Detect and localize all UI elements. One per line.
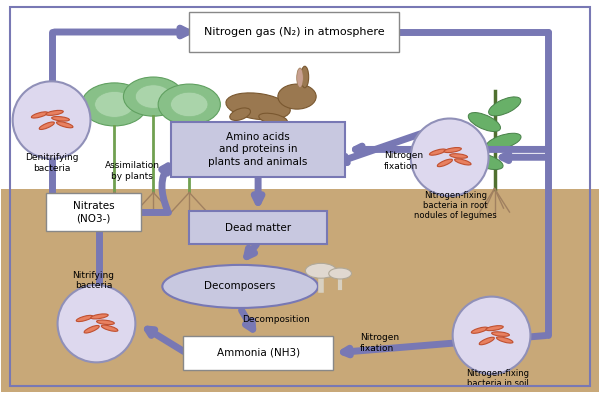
FancyBboxPatch shape: [1, 189, 599, 392]
Ellipse shape: [52, 117, 70, 121]
Ellipse shape: [455, 159, 471, 165]
Ellipse shape: [450, 154, 467, 158]
Ellipse shape: [488, 97, 521, 116]
Text: Nitrifying
bacteria: Nitrifying bacteria: [73, 271, 115, 290]
Text: Nitrogen gas (N₂) in atmosphere: Nitrogen gas (N₂) in atmosphere: [204, 27, 385, 37]
Circle shape: [136, 85, 171, 108]
Ellipse shape: [58, 285, 136, 362]
Circle shape: [170, 92, 208, 117]
Ellipse shape: [259, 113, 287, 125]
Ellipse shape: [329, 268, 352, 279]
Text: Denitrifying
bacteria: Denitrifying bacteria: [25, 153, 79, 173]
Ellipse shape: [411, 119, 488, 196]
FancyBboxPatch shape: [189, 211, 327, 244]
Text: Nitrates
(NO3-): Nitrates (NO3-): [73, 201, 114, 223]
Ellipse shape: [430, 149, 446, 155]
Text: Nitrogen
fixation: Nitrogen fixation: [360, 333, 399, 353]
Ellipse shape: [56, 122, 73, 128]
Ellipse shape: [444, 148, 461, 152]
Ellipse shape: [491, 332, 509, 336]
Ellipse shape: [91, 314, 108, 319]
Text: Ammonia (NH3): Ammonia (NH3): [217, 348, 299, 358]
Ellipse shape: [230, 108, 250, 121]
Ellipse shape: [163, 265, 318, 308]
Text: Dead matter: Dead matter: [225, 223, 291, 233]
Ellipse shape: [46, 110, 63, 115]
Text: Amino acids
and proteins in
plants and animals: Amino acids and proteins in plants and a…: [208, 132, 308, 167]
Text: Nitrogen
fixation: Nitrogen fixation: [384, 151, 423, 171]
Ellipse shape: [226, 93, 290, 120]
Ellipse shape: [437, 159, 452, 167]
Ellipse shape: [76, 315, 93, 322]
Ellipse shape: [468, 153, 503, 169]
Ellipse shape: [496, 337, 513, 343]
FancyBboxPatch shape: [189, 13, 399, 52]
Ellipse shape: [39, 122, 55, 130]
Circle shape: [158, 84, 220, 125]
Ellipse shape: [101, 325, 118, 331]
Ellipse shape: [486, 326, 503, 331]
Text: Nitrogen-fixing
bacteria in root
nodules of legumes: Nitrogen-fixing bacteria in root nodules…: [414, 191, 497, 220]
FancyBboxPatch shape: [46, 193, 142, 230]
Ellipse shape: [452, 297, 530, 374]
Circle shape: [124, 77, 183, 116]
Circle shape: [95, 91, 134, 117]
Ellipse shape: [297, 68, 303, 87]
Circle shape: [278, 84, 316, 109]
FancyBboxPatch shape: [1, 1, 599, 189]
Text: Assimilation
by plants: Assimilation by plants: [105, 161, 160, 181]
Ellipse shape: [84, 325, 99, 333]
Text: Decomposition: Decomposition: [242, 315, 310, 324]
Ellipse shape: [486, 133, 521, 150]
Ellipse shape: [468, 113, 500, 132]
Ellipse shape: [472, 327, 488, 333]
Text: Decomposers: Decomposers: [205, 281, 276, 292]
FancyBboxPatch shape: [171, 122, 345, 177]
Ellipse shape: [97, 320, 115, 325]
FancyBboxPatch shape: [183, 336, 333, 370]
Ellipse shape: [31, 112, 48, 118]
Ellipse shape: [305, 263, 337, 278]
Ellipse shape: [301, 66, 308, 88]
Ellipse shape: [479, 337, 494, 345]
Ellipse shape: [13, 81, 91, 159]
Circle shape: [82, 83, 148, 126]
Text: Nitrogen-fixing
bacteria in soil: Nitrogen-fixing bacteria in soil: [466, 369, 529, 388]
